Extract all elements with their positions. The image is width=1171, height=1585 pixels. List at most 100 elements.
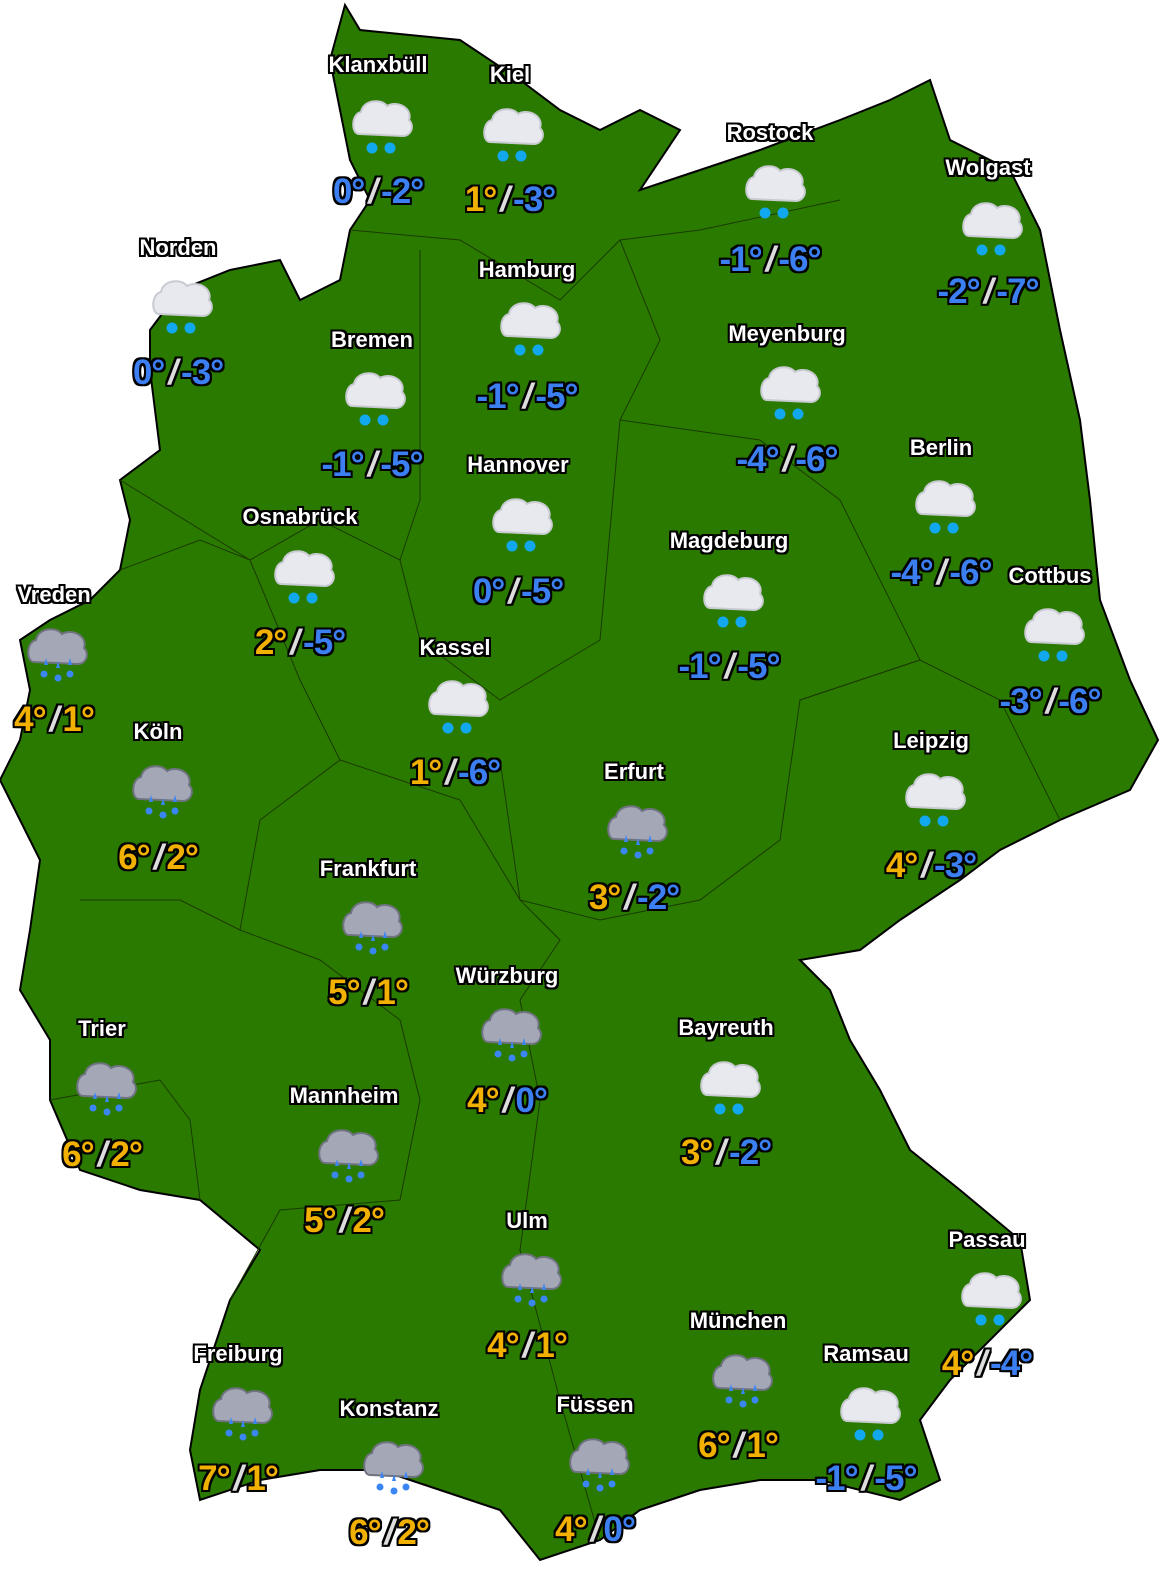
separator: / [49, 700, 60, 739]
snow-cloud-icon [340, 364, 410, 434]
cloud-shape [1024, 608, 1085, 646]
city-name: Cottbus [1008, 563, 1092, 588]
high-temp: -1° [719, 240, 763, 279]
high-temp: -1° [476, 377, 520, 416]
rain-cloud-icon [313, 1121, 383, 1191]
temperature-range: 6°/2° [349, 1513, 430, 1553]
temperature-range: 1° / -6° [410, 753, 501, 793]
city-name: Würzburg [455, 963, 559, 988]
cloud-shape [132, 765, 193, 803]
high-temp: 6° [698, 1426, 730, 1465]
low-temp: -6° [949, 553, 992, 592]
low-temp: -6° [1058, 682, 1101, 721]
snow-cloud-icon [956, 1264, 1026, 1334]
city-name: Osnabrück [242, 504, 358, 529]
city-name: Bremen [331, 327, 413, 352]
temperature-range: 6°/1° [698, 1426, 779, 1466]
cloud-shape [342, 901, 403, 939]
city-name: Ramsau [823, 1341, 909, 1366]
temperature-range: -4° / -6° [891, 553, 993, 593]
high-temp: -1° [321, 445, 365, 484]
snow-cloud-icon [835, 1379, 905, 1449]
temperature-range: 1° / -3° [465, 180, 556, 220]
snow-cloud-icon [269, 542, 339, 612]
high-temp: -2° [937, 272, 981, 311]
separator: / [1045, 682, 1056, 721]
low-temp: -5° [535, 377, 578, 416]
city-name: Frankfurt [319, 856, 417, 881]
city-name: Füssen [556, 1392, 634, 1417]
separator: / [522, 1326, 533, 1365]
high-temp: -3° [999, 682, 1043, 721]
rain-cloud-icon [476, 1000, 546, 1070]
cloud-shape [492, 498, 553, 536]
low-temp: -5° [737, 647, 780, 686]
low-temp: 1° [746, 1426, 778, 1465]
rain-cloud-icon [22, 620, 92, 690]
high-temp: -1° [678, 647, 722, 686]
cloud-shape [569, 1438, 630, 1476]
low-temp: -7° [996, 272, 1039, 311]
cloud-shape [212, 1387, 273, 1425]
low-temp: -2° [637, 878, 680, 917]
separator: / [977, 1344, 987, 1383]
high-temp: 5° [328, 973, 360, 1012]
separator: / [367, 445, 378, 484]
temperature-range: -3° / -6° [999, 682, 1102, 722]
high-temp: 2° [254, 623, 287, 662]
germany-land [0, 2, 1160, 1562]
separator: / [97, 1135, 108, 1174]
separator: / [500, 180, 510, 219]
city-name: Erfurt [604, 759, 664, 784]
temperature-range: 2° / -5° [254, 623, 346, 663]
temperature-range: 0° / -3° [133, 353, 224, 393]
low-temp: 0° [603, 1510, 635, 1549]
city-name: Mannheim [289, 1083, 399, 1108]
high-temp: 3° [680, 1133, 713, 1172]
separator: / [590, 1510, 601, 1549]
snow-cloud-icon [695, 1053, 765, 1123]
rain-cloud-icon [207, 1379, 277, 1449]
low-temp: 2° [110, 1135, 142, 1174]
snow-cloud-icon [423, 672, 493, 742]
high-temp: 5° [304, 1201, 336, 1240]
rain-cloud-icon [337, 893, 407, 963]
temperature-range: 7°/1° [198, 1459, 279, 1499]
rain-cloud-icon [127, 757, 197, 827]
city-name: Meyenburg [728, 321, 846, 346]
city-name: Freiburg [193, 1341, 283, 1366]
separator: / [724, 647, 735, 686]
temperature-range: 6°/2° [62, 1135, 143, 1175]
cloud-shape [840, 1387, 901, 1425]
snow-cloud-icon [755, 358, 825, 428]
city-name: Berlin [909, 435, 973, 460]
cloud-shape [352, 100, 413, 138]
city-name: Passau [948, 1227, 1026, 1252]
snow-cloud-icon [347, 92, 417, 162]
cloud-shape [962, 202, 1023, 240]
high-temp: 0° [332, 172, 365, 211]
separator: / [339, 1201, 350, 1240]
low-temp: -2° [729, 1133, 772, 1172]
snow-cloud-icon [740, 157, 810, 227]
high-temp: -4° [736, 440, 780, 479]
temperature-range: 6°/2° [118, 838, 199, 878]
cloud-shape [501, 1253, 562, 1291]
city-name: Norden [139, 235, 217, 260]
cloud-shape [483, 108, 544, 146]
snow-cloud-icon [957, 194, 1027, 264]
temperature-range: -1° / -5° [476, 377, 579, 417]
separator: / [508, 572, 518, 611]
low-temp: -3° [513, 180, 556, 219]
low-temp: -5° [303, 623, 346, 662]
temperature-range: 4°/1° [487, 1326, 568, 1366]
high-temp: -1° [815, 1459, 859, 1498]
snow-cloud-icon [1019, 600, 1089, 670]
high-temp: 0° [472, 572, 505, 611]
low-temp: -5° [521, 572, 564, 611]
separator: / [921, 846, 931, 885]
rain-cloud-icon [71, 1054, 141, 1124]
low-temp: -6° [458, 753, 501, 792]
high-temp: 4° [14, 700, 46, 739]
